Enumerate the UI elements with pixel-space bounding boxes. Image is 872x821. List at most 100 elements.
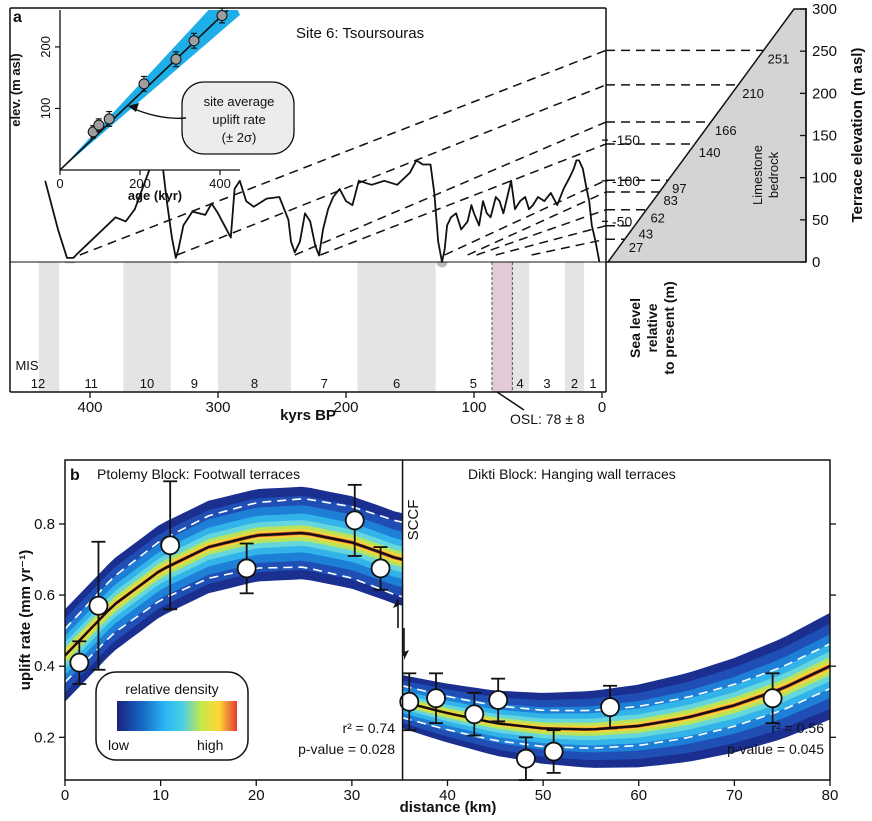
data-point-0-5: [370, 558, 391, 579]
inset-y-label: elev. (m asl): [8, 53, 23, 126]
data-point-0-4: [344, 510, 365, 531]
regression-line-0: [64, 531, 403, 657]
inset-callout-line2: uplift rate: [212, 112, 265, 127]
mis-number-5: 5: [470, 376, 477, 391]
inset-x-tick-label-0: 0: [56, 176, 63, 191]
b-y-tick-label-0.2: 0.2: [34, 729, 55, 746]
density-layer-0-3: [65, 513, 403, 675]
data-points: [69, 510, 783, 769]
density-fans: [65, 486, 830, 768]
terrace-label-97: 97: [672, 181, 686, 196]
inset-fit-line: [60, 10, 229, 170]
inset-y-tick-label-100: 100: [38, 98, 53, 120]
sea-x-tick-label-400: 400: [77, 399, 102, 416]
b-x-tick-label-70: 70: [726, 787, 743, 804]
osl-label: OSL: 78 ± 8: [510, 411, 585, 427]
b-x-tick-label-10: 10: [152, 787, 169, 804]
terrace-y-tick-label-300: 300: [812, 1, 837, 18]
inset-callout-arrowhead: [128, 103, 139, 112]
panel-b-y-label: uplift rate (mm yr⁻¹): [17, 550, 34, 690]
terrace-label-251: 251: [768, 51, 790, 66]
mis-prefix: MIS: [15, 358, 38, 373]
b-y-tick-label-0.4: 0.4: [34, 658, 55, 675]
b-y-tick-label-0.6: 0.6: [34, 587, 55, 604]
inset-callout-line3: (± 2σ): [222, 130, 257, 145]
sea-level-y-label: Sea level relative to present (m): [627, 281, 677, 374]
mis-number-3: 3: [543, 376, 550, 391]
terrace-y-tick-label-50: 50: [812, 212, 829, 229]
osl-band: [491, 262, 513, 392]
sea-level-uncertainty: [63, 262, 600, 268]
inset-ticks: 0 200 400 100 200: [38, 36, 231, 191]
terrace-label-210: 210: [742, 86, 764, 101]
correlation-line-62: [476, 209, 606, 256]
mis-number-2: 2: [571, 376, 578, 391]
hanging-wall-title: Dikti Block: Hanging wall terraces: [468, 466, 676, 482]
footwall-p-value: p-value = 0.028: [298, 741, 395, 757]
sea-level-line: [44, 155, 601, 263]
bedrock-label-line2: bedrock: [766, 151, 781, 198]
data-point-1-5: [543, 741, 564, 762]
inset-y-tick-label-200: 200: [38, 36, 53, 58]
terrace-y-tick-label-0: 0: [812, 254, 820, 271]
inset-points: [87, 7, 228, 139]
panel-a-letter: a: [13, 9, 22, 26]
mis-number-11: 11: [85, 376, 99, 391]
sea-level-y-label-line1: Sea level: [627, 298, 643, 358]
b-x-tick-label-80: 80: [822, 787, 839, 804]
sea-x-tick-label-200: 200: [333, 399, 358, 416]
terrace-label-27: 27: [629, 240, 643, 255]
sea-y-tick-label--100: -100: [612, 173, 640, 189]
terrace-y-label: Terrace elevation (m asl): [849, 48, 866, 223]
mis-band-3: [357, 262, 436, 392]
data-point-1-2: [464, 704, 485, 725]
terrace-y-tick-label-100: 100: [812, 170, 837, 187]
fault-offset-arrows: [393, 598, 409, 660]
sea-x-tick-label-100: 100: [461, 399, 486, 416]
terrace-y-tick-label-200: 200: [812, 85, 837, 102]
b-x-tick-label-0: 0: [61, 787, 69, 804]
sea-y-tick-label--50: -50: [612, 213, 632, 229]
mis-number-6: 6: [393, 376, 400, 391]
data-point-0-2: [160, 535, 181, 556]
density-layer-1-5: [402, 657, 830, 736]
hanging-wall-r2: r² = 0.56: [771, 720, 824, 736]
panel-a-title: Site 6: Tsoursouras: [296, 25, 424, 42]
b-y-tick-label-0.8: 0.8: [34, 516, 55, 533]
mis-number-1: 1: [589, 376, 596, 391]
terrace-label-62: 62: [650, 211, 664, 226]
mis-band-0: [38, 262, 60, 392]
mis-interglacial-bands: [38, 262, 585, 392]
mis-number-10: 10: [140, 376, 154, 391]
bedrock-profile: [606, 8, 807, 263]
panel-a: a Site 6: Tsoursouras 400 300 200 100 0 -50-…: [8, 1, 866, 427]
terrace-label-43: 43: [639, 227, 653, 242]
sea-x-tick-label-0: 0: [598, 399, 606, 416]
data-point-1-6: [600, 697, 620, 718]
inset-age-elevation-plot: 0 200 400 100 200 age (kyr) elev. (m asl) si…: [8, 7, 295, 203]
terrace-profile: [606, 8, 807, 263]
inset-callout-line1: site average: [204, 94, 275, 109]
terrace-y-ticks: 0 50 100 150 200 250 300: [800, 1, 837, 271]
bedrock-label-line1: Limestone: [750, 145, 765, 205]
mis-number-9: 9: [191, 376, 198, 391]
legend-title: relative density: [125, 681, 218, 697]
terrace-label-83: 83: [663, 193, 677, 208]
correlation-line-210: [176, 84, 606, 256]
sea-level-x-ticks: 400 300 200 100 0: [77, 392, 606, 416]
b-x-tick-label-60: 60: [630, 787, 647, 804]
b-x-tick-label-30: 30: [344, 787, 361, 804]
inset-x-label: age (kyr): [128, 188, 182, 203]
sccf-label: SCCF: [405, 500, 422, 541]
inset-point: [188, 35, 200, 47]
inset-point: [216, 10, 228, 22]
legend-low: low: [108, 737, 130, 753]
confidence-line-1: [402, 687, 830, 749]
data-point-0-1: [88, 595, 109, 616]
correlation-dashed-lines: [79, 49, 764, 256]
correlation-line-251: [79, 49, 606, 256]
osl-age-band: [491, 262, 513, 392]
data-point-1-0: [399, 691, 420, 712]
panel-b-x-ticks: 0 10 20 30 40 50 60 70 80: [61, 780, 839, 804]
